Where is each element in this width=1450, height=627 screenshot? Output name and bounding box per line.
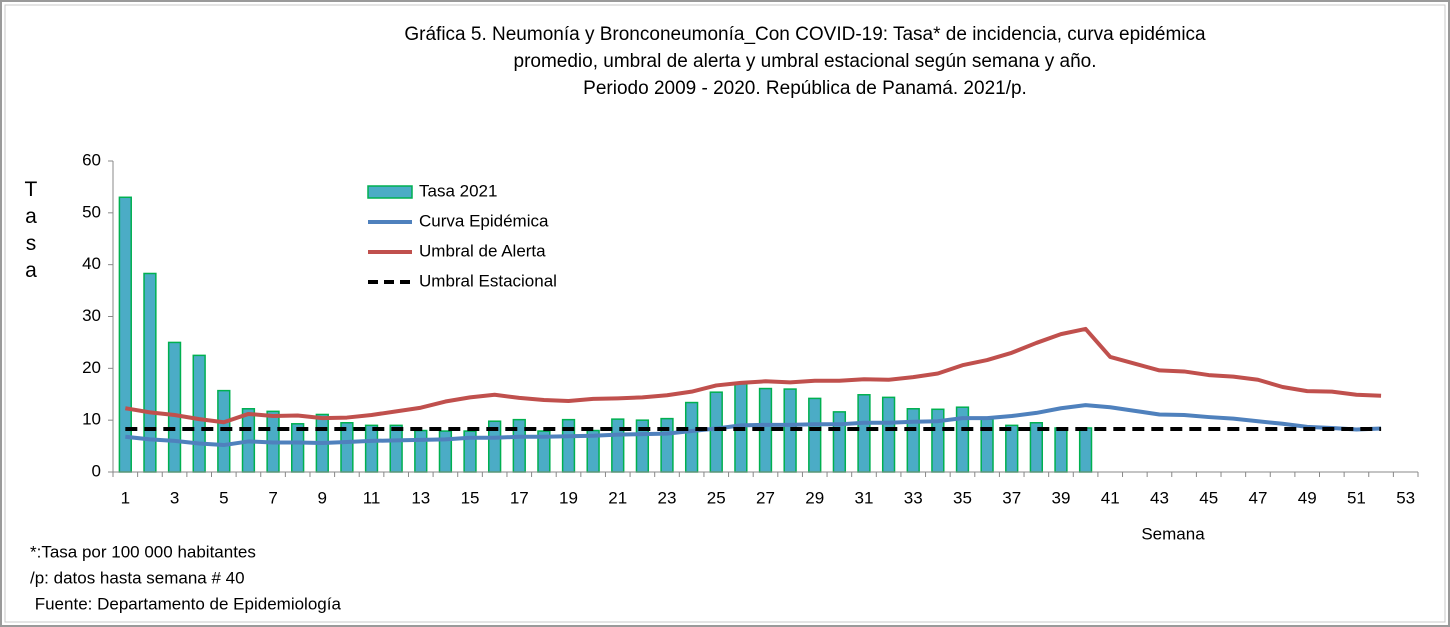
y-tick-label: 20	[82, 358, 101, 377]
note: /p: datos hasta semana # 40	[30, 568, 245, 587]
chart-title: Gráfica 5. Neumonía y Bronconeumonía_Con…	[404, 24, 1206, 45]
x-tick-label: 7	[268, 488, 277, 507]
x-tick-label: 29	[805, 488, 824, 507]
x-tick-label: 49	[1298, 488, 1317, 507]
frame-inner	[4, 4, 1446, 623]
legend-label: Tasa 2021	[419, 181, 497, 200]
x-tick-label: 31	[855, 488, 874, 507]
bar	[217, 389, 231, 473]
x-tick-label: 43	[1150, 488, 1169, 507]
x-tick-label: 13	[411, 488, 430, 507]
legend-label: Curva Epidémica	[419, 211, 549, 230]
x-axis-label: Semana	[1141, 524, 1205, 543]
bar	[881, 396, 896, 473]
bar	[291, 423, 305, 473]
x-tick-label: 1	[121, 488, 130, 507]
legend-label: Umbral Estacional	[419, 271, 557, 290]
x-tick-label: 27	[756, 488, 775, 507]
bar	[389, 424, 403, 473]
note: Fuente: Departamento de Epidemiología	[30, 594, 341, 613]
x-tick-label: 3	[170, 488, 179, 507]
x-tick-label: 33	[904, 488, 923, 507]
x-tick-label: 5	[219, 488, 228, 507]
x-tick-label: 25	[707, 488, 726, 507]
bar	[1078, 427, 1093, 473]
y-tick-label: 40	[82, 254, 101, 273]
x-tick-label: 37	[1002, 488, 1021, 507]
bar	[808, 397, 822, 473]
x-tick-label: 19	[559, 488, 578, 507]
y-tick-label: 50	[82, 202, 101, 221]
x-tick-label: 23	[658, 488, 677, 507]
chart-title: Periodo 2009 - 2020. República de Panamá…	[583, 78, 1027, 99]
line-series	[124, 326, 1382, 425]
x-tick-label: 21	[608, 488, 627, 507]
x-tick-label: 9	[318, 488, 327, 507]
bar	[414, 429, 428, 473]
x-tick-label: 45	[1199, 488, 1218, 507]
x-tick-label: 51	[1347, 488, 1366, 507]
bar	[167, 341, 182, 473]
bar	[709, 391, 723, 473]
bar	[1054, 427, 1068, 473]
bar	[832, 411, 847, 473]
bar	[684, 401, 699, 473]
y-tick-label: 0	[92, 461, 101, 480]
x-tick-label: 47	[1248, 488, 1267, 507]
bar	[143, 272, 157, 473]
note: *:Tasa por 100 000 habitantes	[30, 542, 256, 561]
x-tick-label: 35	[953, 488, 972, 507]
x-tick-label: 39	[1052, 488, 1071, 507]
y-tick-label: 10	[82, 410, 101, 429]
bar	[857, 394, 871, 473]
bar	[192, 354, 206, 473]
y-tick-label: 60	[82, 150, 101, 169]
bar	[364, 424, 379, 473]
bar	[660, 417, 674, 473]
chart-title: promedio, umbral de alerta y umbral esta…	[514, 51, 1097, 72]
y-axis-label: Tasa	[19, 178, 42, 286]
x-tick-label: 17	[510, 488, 529, 507]
x-tick-label: 53	[1396, 488, 1415, 507]
x-tick-label: 11	[363, 488, 381, 507]
y-tick-label: 30	[82, 306, 101, 325]
bar	[1005, 424, 1019, 473]
legend-swatch	[367, 185, 413, 199]
line-series	[125, 403, 1382, 448]
legend-label: Umbral de Alerta	[419, 241, 546, 260]
bar	[906, 408, 920, 473]
x-tick-label: 41	[1101, 488, 1120, 507]
x-tick-label: 15	[461, 488, 480, 507]
